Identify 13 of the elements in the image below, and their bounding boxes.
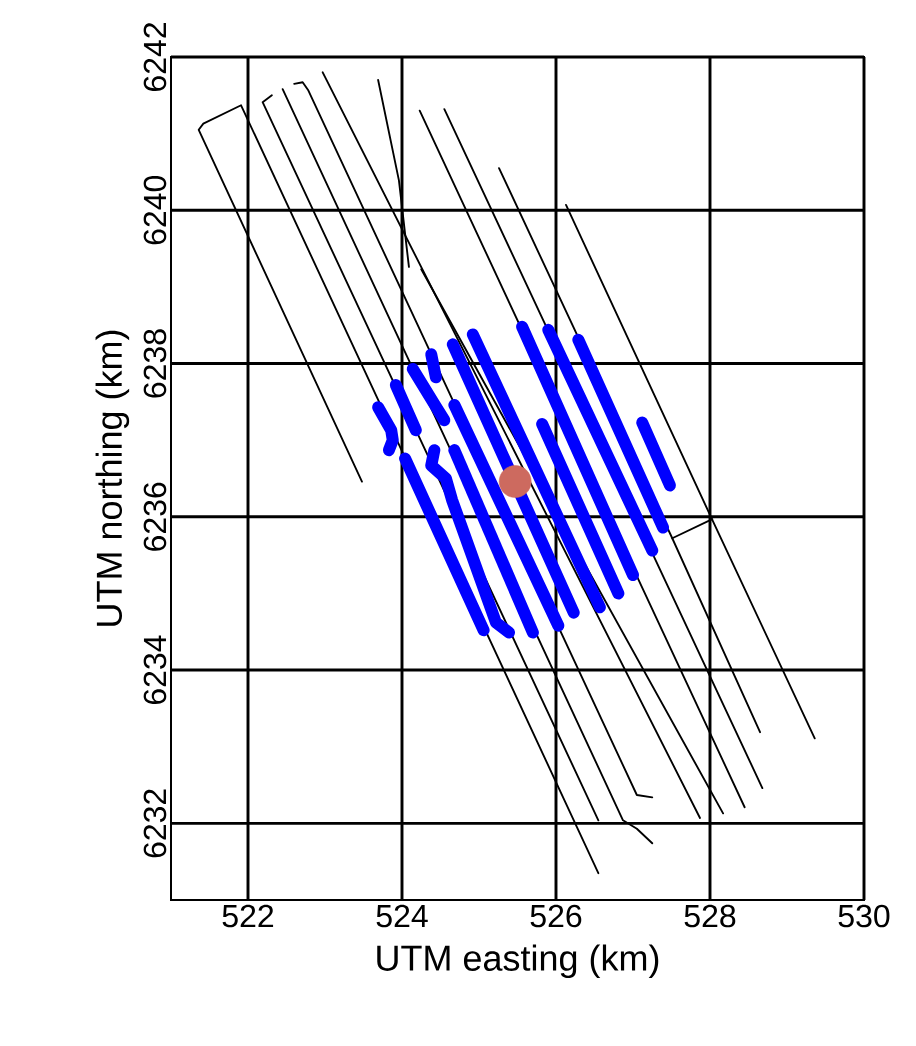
x-tick-label: 522 <box>222 904 274 928</box>
x-tick-label: 528 <box>684 904 736 928</box>
y-axis-title: UTM northing (km) <box>95 330 130 626</box>
y-tick-label: 6240 <box>143 175 167 245</box>
y-tick-label: 6234 <box>143 635 167 705</box>
y-tick-label: 6242 <box>143 23 167 91</box>
x-tick-label: 526 <box>530 904 582 928</box>
x-tick-label: 524 <box>376 904 428 928</box>
x-axis-title: UTM easting (km) <box>377 944 659 979</box>
y-tick-label: 6232 <box>143 789 167 858</box>
y-tick-label: 6236 <box>143 482 167 551</box>
x-tick-label: 530 <box>838 904 890 928</box>
y-tick-label: 6238 <box>143 329 167 398</box>
